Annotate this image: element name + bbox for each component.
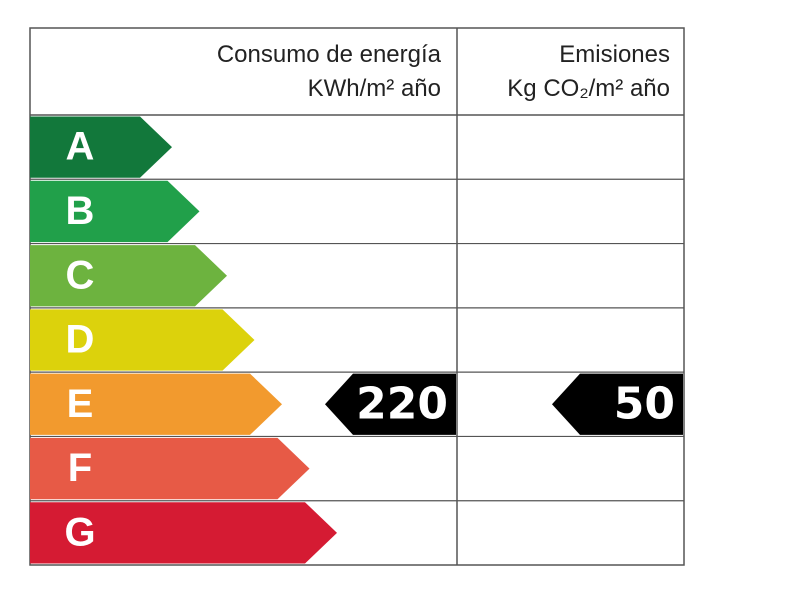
class-letter: A <box>66 125 95 169</box>
consumption-unit: KWh/m² año <box>308 75 441 102</box>
consumption-title: Consumo de energía <box>217 41 442 68</box>
emissions-value: 50 <box>614 378 675 429</box>
class-letter: F <box>68 446 92 490</box>
class-letter: B <box>66 189 95 233</box>
emissions-unit: Kg CO₂/m² año <box>507 75 670 102</box>
class-arrow <box>30 437 310 500</box>
class-arrow <box>30 245 227 307</box>
class-letter: C <box>66 253 95 297</box>
class-arrow <box>30 309 255 371</box>
emissions-marker <box>552 373 683 435</box>
class-arrow <box>30 180 200 243</box>
class-letter: G <box>64 510 95 554</box>
class-arrow <box>30 502 337 564</box>
consumption-marker <box>325 373 456 435</box>
class-letter: D <box>66 318 95 362</box>
consumption-value: 220 <box>356 378 448 429</box>
class-arrow <box>30 373 282 435</box>
class-arrow <box>30 116 172 178</box>
emissions-title: Emisiones <box>559 41 670 68</box>
class-letter: E <box>67 382 94 426</box>
